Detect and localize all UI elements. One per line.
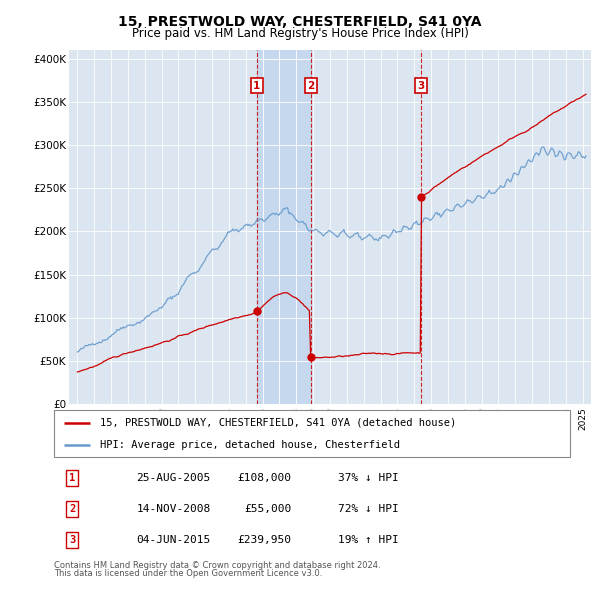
Text: 25-AUG-2005: 25-AUG-2005 bbox=[137, 473, 211, 483]
FancyBboxPatch shape bbox=[54, 410, 570, 457]
Text: £55,000: £55,000 bbox=[244, 504, 292, 514]
Text: 19% ↑ HPI: 19% ↑ HPI bbox=[338, 535, 398, 545]
Text: Price paid vs. HM Land Registry's House Price Index (HPI): Price paid vs. HM Land Registry's House … bbox=[131, 27, 469, 40]
Text: 3: 3 bbox=[69, 535, 75, 545]
Text: 15, PRESTWOLD WAY, CHESTERFIELD, S41 0YA: 15, PRESTWOLD WAY, CHESTERFIELD, S41 0YA bbox=[118, 15, 482, 29]
Text: This data is licensed under the Open Government Licence v3.0.: This data is licensed under the Open Gov… bbox=[54, 569, 322, 578]
Text: £108,000: £108,000 bbox=[238, 473, 292, 483]
Text: 2: 2 bbox=[69, 504, 75, 514]
Text: 2: 2 bbox=[308, 81, 315, 90]
Text: 72% ↓ HPI: 72% ↓ HPI bbox=[338, 504, 398, 514]
Bar bbox=[257, 50, 311, 404]
Text: 3: 3 bbox=[418, 81, 425, 90]
Text: 14-NOV-2008: 14-NOV-2008 bbox=[137, 504, 211, 514]
Text: HPI: Average price, detached house, Chesterfield: HPI: Average price, detached house, Ches… bbox=[100, 440, 400, 450]
Text: 37% ↓ HPI: 37% ↓ HPI bbox=[338, 473, 398, 483]
Text: 1: 1 bbox=[69, 473, 75, 483]
Text: Contains HM Land Registry data © Crown copyright and database right 2024.: Contains HM Land Registry data © Crown c… bbox=[54, 560, 380, 569]
Text: 15, PRESTWOLD WAY, CHESTERFIELD, S41 0YA (detached house): 15, PRESTWOLD WAY, CHESTERFIELD, S41 0YA… bbox=[100, 418, 457, 428]
Text: 04-JUN-2015: 04-JUN-2015 bbox=[137, 535, 211, 545]
Text: £239,950: £239,950 bbox=[238, 535, 292, 545]
Text: 1: 1 bbox=[253, 81, 260, 90]
